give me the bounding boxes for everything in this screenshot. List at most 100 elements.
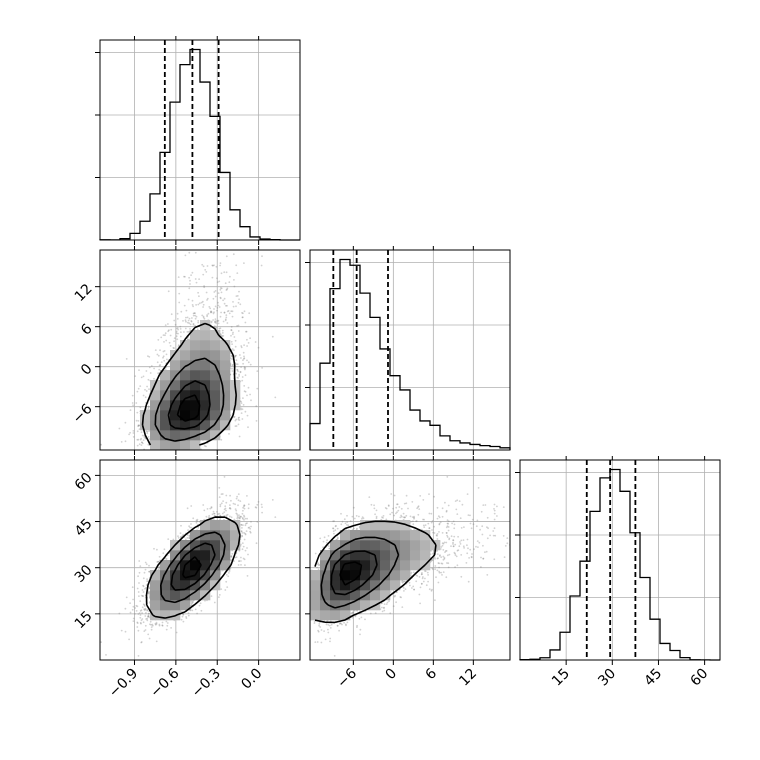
scatter-point (237, 324, 240, 327)
scatter-point (222, 335, 225, 337)
scatter-point (160, 336, 163, 339)
density-cell (180, 350, 191, 361)
scatter-point (225, 316, 228, 319)
scatter-point (214, 248, 216, 250)
scatter-point (233, 285, 236, 288)
scatter-point (200, 301, 203, 304)
scatter-point (236, 376, 239, 379)
panel-content (100, 131, 277, 450)
scatter-point (219, 297, 222, 300)
density-cell (140, 420, 151, 431)
density-cell (200, 320, 211, 331)
scatter-point (219, 315, 222, 318)
scatter-point (153, 367, 156, 370)
scatter-point (206, 299, 208, 301)
scatter-point (211, 276, 214, 279)
scatter-point (184, 327, 187, 330)
scatter-point (180, 310, 183, 313)
histogram-panel-2: 15 30 45 60 (515, 456, 721, 690)
density-cell (200, 330, 211, 341)
density-cell (180, 370, 191, 381)
scatter-point (140, 444, 143, 446)
scatter-point (233, 416, 235, 419)
scatter-point (236, 272, 239, 274)
scatter-point (238, 131, 240, 133)
scatter-point (214, 305, 217, 308)
scatter-point (213, 311, 215, 314)
scatter-point (186, 321, 189, 324)
scatter-point (144, 388, 146, 391)
y-tick-label: −6 (70, 401, 96, 427)
density-cell (200, 370, 211, 381)
scatter-point (164, 368, 167, 371)
scatter-point (235, 359, 238, 362)
scatter-point (217, 320, 219, 322)
scatter-point (231, 367, 233, 370)
scatter-point (197, 291, 200, 294)
scatter-point (120, 441, 123, 443)
density-cell (180, 410, 191, 421)
scatter-point (244, 321, 247, 324)
scatter-point (194, 312, 196, 315)
scatter-point (194, 251, 197, 254)
scatter-point (162, 350, 165, 353)
scatter-point (244, 367, 247, 369)
scatter-point (146, 430, 149, 433)
scatter-point (239, 371, 242, 374)
scatter-point (260, 264, 263, 267)
scatter-point (214, 321, 217, 324)
scatter-point (202, 315, 205, 318)
density-cell (210, 330, 221, 341)
scatter-point (242, 351, 245, 354)
scatter-point (237, 330, 240, 332)
histogram-step (309, 258, 511, 450)
density-cell (220, 380, 231, 391)
scatter-point (140, 437, 143, 440)
scatter-point (206, 297, 209, 300)
scatter-point (254, 341, 257, 343)
scatter-point (136, 390, 139, 393)
scatter-point (230, 329, 233, 332)
scatter-point (238, 373, 241, 376)
scatter-point (166, 358, 168, 361)
scatter-point (138, 424, 140, 427)
scatter-point (188, 287, 191, 290)
density-cell (190, 370, 201, 381)
scatter-point (245, 330, 248, 333)
scatter-point (175, 335, 178, 338)
scatter-point (243, 358, 245, 360)
scatter-point (149, 623, 151, 626)
scatter-point (246, 359, 248, 362)
scatter-point (195, 281, 198, 284)
scatter-point (145, 390, 148, 392)
x-tick-label: 45 (641, 666, 665, 690)
scatter-point (140, 431, 143, 434)
scatter-point (243, 367, 246, 369)
scatter-point (241, 312, 243, 314)
scatter-point (129, 431, 132, 434)
scatter-point (236, 295, 239, 297)
scatter-point (187, 338, 190, 341)
scatter-point (233, 349, 235, 352)
scatter-point (132, 430, 135, 432)
scatter-point (241, 534, 243, 537)
density-cell (180, 420, 191, 431)
scatter-point (213, 233, 215, 235)
density-cell (220, 390, 231, 401)
scatter-point (137, 438, 140, 441)
scatter-point (100, 443, 102, 446)
scatter-point (231, 343, 234, 345)
scatter-point (184, 254, 187, 257)
scatter-point (202, 303, 205, 306)
scatter-point (197, 320, 200, 322)
scatter-point (172, 538, 175, 541)
scatter-point (129, 409, 132, 411)
scatter-point (214, 295, 217, 298)
scatter-point (188, 276, 191, 279)
scatter-point (234, 356, 236, 358)
histogram-step (519, 468, 720, 661)
scatter-point (202, 306, 205, 308)
scatter-point (224, 282, 227, 285)
scatter-point (227, 310, 230, 312)
